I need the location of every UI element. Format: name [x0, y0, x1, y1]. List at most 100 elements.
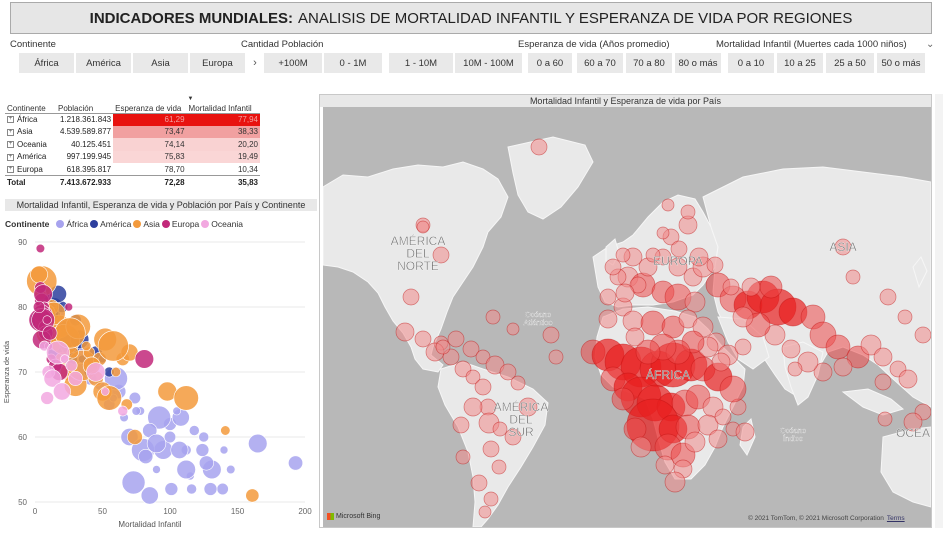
scatter-chart[interactable]: 50 60 70 80 90 0 50 100 150 200 Mortalidad Infanti…	[0, 230, 318, 530]
slicer-btn-europa[interactable]: Europa	[190, 53, 245, 73]
map-bubble[interactable]	[797, 351, 819, 373]
legend-item[interactable]: Asia	[133, 219, 160, 229]
scatter-point[interactable]	[65, 359, 78, 372]
chevron-down-icon[interactable]: ⌄	[926, 39, 935, 50]
slicer-btn-life-0-60[interactable]: 0 a 60	[528, 53, 572, 73]
scatter-point[interactable]	[33, 284, 53, 304]
map-bubble[interactable]	[416, 220, 430, 234]
scatter-point[interactable]	[147, 405, 172, 430]
map-bubble[interactable]	[879, 288, 897, 306]
legend-item[interactable]: América	[90, 219, 131, 229]
scatter-point[interactable]	[128, 391, 141, 405]
scatter-point[interactable]	[42, 325, 58, 341]
scatter-point[interactable]	[42, 315, 52, 325]
map-bubble[interactable]	[860, 334, 882, 356]
scatter-point[interactable]	[134, 349, 155, 369]
map-bubble[interactable]	[706, 256, 724, 274]
slicer-btn-africa[interactable]: África	[19, 53, 74, 73]
map-bubble[interactable]	[781, 339, 801, 359]
slicer-btn-life-70-80[interactable]: 70 a 80	[626, 53, 672, 73]
map-bubble[interactable]	[661, 198, 675, 212]
map-bubble[interactable]	[615, 283, 635, 303]
scatter-point[interactable]	[288, 455, 304, 471]
slicer-btn-mort-10-25[interactable]: 10 a 25	[777, 53, 823, 73]
map-bubble[interactable]	[465, 369, 481, 385]
map-bubble[interactable]	[474, 378, 492, 396]
map-bubble[interactable]	[611, 387, 635, 411]
scatter-point[interactable]	[248, 433, 268, 454]
map-bubble[interactable]	[482, 440, 500, 458]
map-bubble[interactable]	[877, 411, 893, 427]
map-bubble[interactable]	[734, 338, 752, 356]
map-bubble[interactable]	[499, 363, 517, 381]
expand-icon[interactable]: +	[7, 116, 14, 124]
scatter-point[interactable]	[40, 391, 54, 405]
map-bubble[interactable]	[463, 397, 483, 417]
world-map[interactable]: AMÉRICA DEL NORTE EUROPA ASIA Océano Atlántico…	[323, 107, 931, 527]
map-bubble[interactable]	[462, 340, 480, 358]
expand-icon[interactable]: +	[7, 165, 14, 173]
scatter-point[interactable]	[131, 406, 141, 416]
map-bubble[interactable]	[903, 412, 923, 432]
scatter-point[interactable]	[117, 405, 129, 417]
world-map-svg[interactable]: AMÉRICA DEL NORTE EUROPA ASIA Océano Atlántico…	[323, 107, 931, 527]
table-header-esperanza[interactable]: Esperanza de vida	[113, 98, 187, 114]
map-bubble[interactable]	[432, 246, 450, 264]
scatter-point[interactable]	[96, 385, 122, 411]
map-bubble[interactable]	[435, 339, 451, 355]
map-bubble[interactable]	[599, 288, 617, 306]
map-bubble[interactable]	[635, 339, 661, 365]
scatter-point[interactable]	[64, 302, 74, 312]
slicer-btn-mort-25-50[interactable]: 25 a 50	[826, 53, 874, 73]
slicer-btn-mort-50-plus[interactable]: 50 o más	[877, 53, 925, 73]
map-bubble[interactable]	[825, 334, 851, 360]
map-bubble[interactable]	[732, 306, 754, 328]
scatter-point[interactable]	[146, 433, 167, 454]
map-bubble[interactable]	[625, 327, 645, 347]
map-bubble[interactable]	[708, 429, 728, 449]
slicer-btn-life-80-plus[interactable]: 80 o más	[675, 53, 721, 73]
map-bubble[interactable]	[656, 226, 670, 240]
map-bubble[interactable]	[455, 449, 471, 465]
legend-item[interactable]: África	[56, 219, 88, 229]
legend-item[interactable]: Oceania	[201, 219, 243, 229]
map-bubble[interactable]	[518, 397, 538, 417]
scatter-point[interactable]	[170, 441, 189, 459]
scatter-point[interactable]	[203, 482, 218, 496]
table-header-poblacion[interactable]: Población	[56, 98, 114, 114]
map-bubble[interactable]	[787, 361, 803, 377]
scatter-point[interactable]	[53, 382, 71, 401]
scatter-point[interactable]	[173, 385, 199, 411]
expand-icon[interactable]: +	[7, 153, 14, 161]
map-bubble[interactable]	[629, 276, 647, 294]
scatter-point[interactable]	[121, 470, 146, 495]
table-row[interactable]: + Europa 618.395.817 78,70 10,34	[5, 163, 260, 176]
scatter-point[interactable]	[81, 340, 92, 352]
scatter-point[interactable]	[195, 443, 210, 457]
map-bubble[interactable]	[874, 373, 892, 391]
map-bubble[interactable]	[491, 459, 507, 475]
scatter-point[interactable]	[198, 431, 210, 443]
scatter-point[interactable]	[172, 406, 182, 416]
map-bubble[interactable]	[530, 138, 548, 156]
map-bubble[interactable]	[604, 258, 622, 276]
map-bubble[interactable]	[510, 375, 526, 391]
map-bubble[interactable]	[697, 414, 719, 436]
scatter-point[interactable]	[35, 243, 46, 254]
map-bubble[interactable]	[623, 417, 647, 441]
scatter-point[interactable]	[138, 449, 154, 465]
map-bubble[interactable]	[630, 436, 652, 458]
slicer-btn-pop-1-10m[interactable]: 1 - 10M	[389, 53, 453, 73]
slicer-btn-pop-0-1m[interactable]: 0 - 1M	[324, 53, 382, 73]
map-bubble[interactable]	[719, 375, 747, 403]
map-terms-link[interactable]: Terms	[886, 515, 905, 522]
map-bubble[interactable]	[813, 362, 833, 382]
scatter-point[interactable]	[43, 369, 62, 388]
scatter-point[interactable]	[164, 482, 179, 496]
scatter-point[interactable]	[140, 486, 159, 505]
map-bubble[interactable]	[680, 204, 696, 220]
scatter-point[interactable]	[152, 465, 161, 474]
expand-icon[interactable]: +	[7, 128, 14, 136]
scatter-point[interactable]	[216, 482, 229, 496]
map-bubble[interactable]	[711, 352, 731, 372]
